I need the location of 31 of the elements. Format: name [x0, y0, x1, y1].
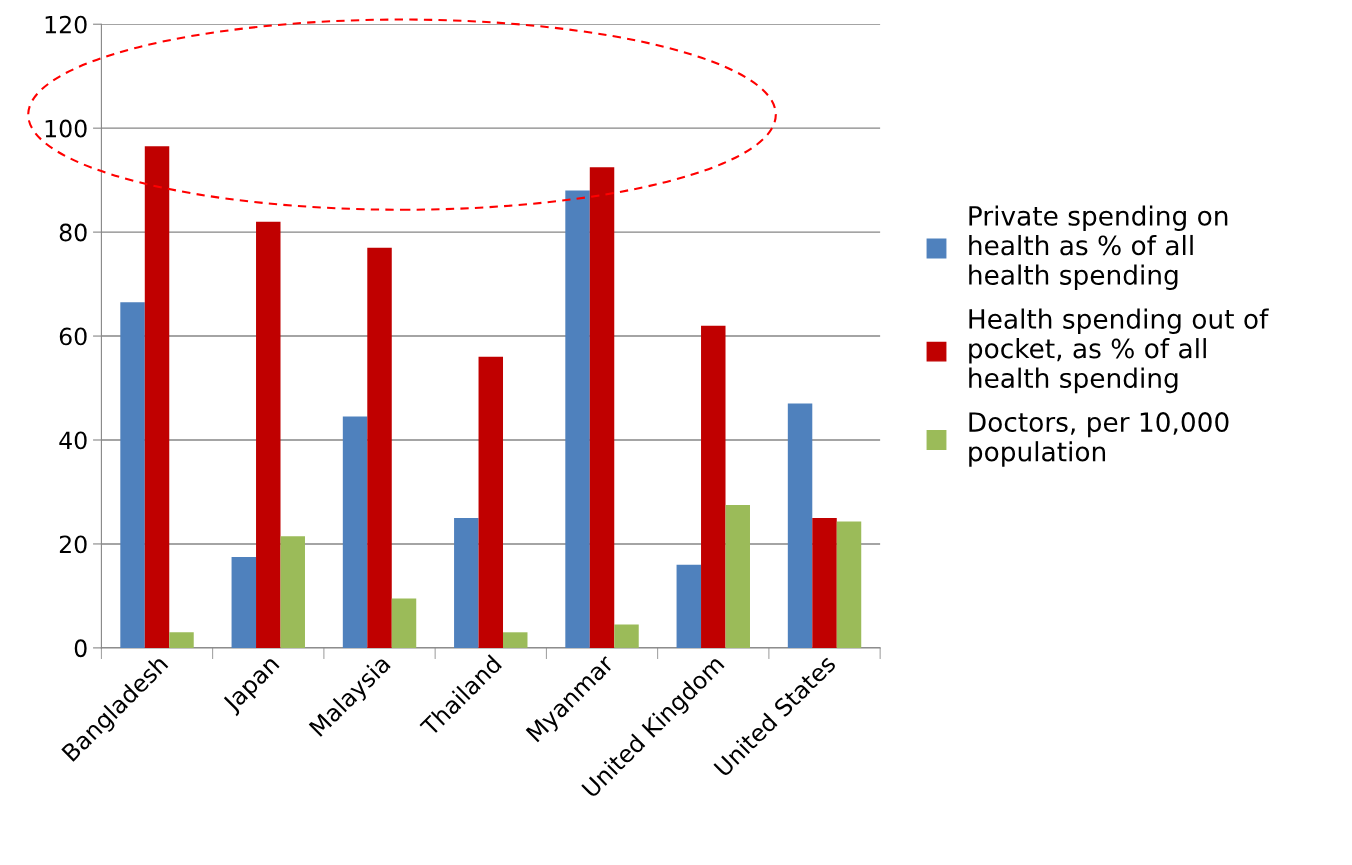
y-tick-label: 0 — [74, 639, 87, 658]
bar — [787, 403, 813, 648]
bar — [454, 517, 479, 648]
y-tick-label: 100 — [45, 119, 87, 138]
bar — [503, 632, 528, 648]
bar — [614, 624, 639, 648]
bar — [391, 598, 417, 648]
legend-label: Doctors, per 10,000 population — [969, 412, 1229, 467]
legend-label: Private spending on health as % of all health spending — [969, 205, 1228, 291]
y-tick-label: 20 — [59, 535, 87, 554]
bar — [676, 564, 702, 648]
bar — [256, 221, 281, 648]
bar — [812, 517, 837, 648]
y-tick-label: 80 — [59, 223, 87, 242]
bar — [367, 247, 392, 648]
y-tick-label: 120 — [45, 15, 87, 34]
y-tick-label: 40 — [59, 431, 87, 450]
bar — [701, 325, 726, 648]
y-tick-label: 60 — [59, 327, 87, 346]
bar — [836, 521, 862, 648]
bar — [342, 416, 368, 648]
bar — [144, 146, 170, 648]
legend-label: Health spending out of pocket, as % of all health spending — [969, 308, 1269, 394]
bar — [589, 167, 615, 648]
bar — [169, 632, 194, 648]
bar — [280, 536, 305, 648]
bar — [478, 356, 504, 648]
bar — [725, 504, 750, 648]
bar — [231, 556, 257, 648]
bar — [565, 190, 590, 648]
bar — [120, 302, 145, 648]
